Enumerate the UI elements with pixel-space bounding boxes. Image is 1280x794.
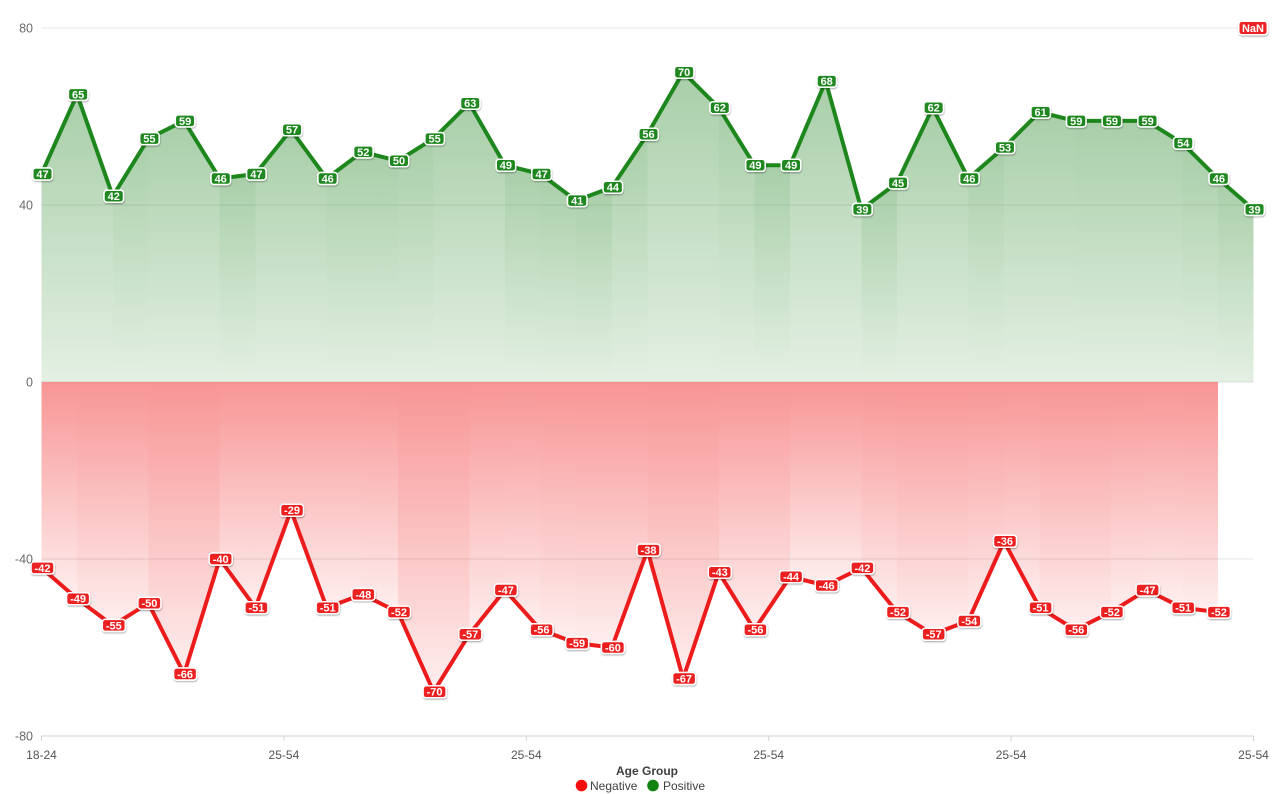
svg-text:-56: -56 <box>534 625 550 637</box>
svg-text:-57: -57 <box>462 629 478 641</box>
svg-text:49: 49 <box>500 160 512 172</box>
svg-text:39: 39 <box>1248 204 1260 216</box>
svg-text:-43: -43 <box>712 567 728 579</box>
svg-text:-55: -55 <box>106 620 122 632</box>
svg-text:18-24: 18-24 <box>26 748 57 762</box>
svg-text:-52: -52 <box>890 607 906 619</box>
svg-text:NaN: NaN <box>1242 23 1264 35</box>
svg-text:-50: -50 <box>141 598 157 610</box>
svg-text:-51: -51 <box>248 603 264 615</box>
svg-text:25-54: 25-54 <box>511 748 542 762</box>
svg-text:61: 61 <box>1034 107 1046 119</box>
svg-text:Negative: Negative <box>590 779 638 793</box>
svg-text:63: 63 <box>464 98 476 110</box>
svg-text:41: 41 <box>571 196 583 208</box>
svg-text:62: 62 <box>928 103 940 115</box>
svg-text:-66: -66 <box>177 669 193 681</box>
svg-text:-57: -57 <box>926 629 942 641</box>
svg-text:47: 47 <box>250 169 262 181</box>
svg-text:-47: -47 <box>498 585 514 597</box>
svg-text:50: 50 <box>393 156 405 168</box>
svg-text:-80: -80 <box>15 730 33 744</box>
svg-text:49: 49 <box>785 160 797 172</box>
svg-text:70: 70 <box>678 67 690 79</box>
svg-text:-70: -70 <box>427 687 443 699</box>
svg-text:-56: -56 <box>747 625 763 637</box>
svg-text:-52: -52 <box>391 607 407 619</box>
svg-text:-60: -60 <box>605 642 621 654</box>
svg-text:-44: -44 <box>783 572 800 584</box>
svg-text:52: 52 <box>357 147 369 159</box>
svg-text:-59: -59 <box>569 638 585 650</box>
svg-text:57: 57 <box>286 125 298 137</box>
svg-text:-54: -54 <box>961 616 978 628</box>
svg-text:59: 59 <box>1070 116 1082 128</box>
svg-text:-52: -52 <box>1211 607 1227 619</box>
svg-text:-56: -56 <box>1068 625 1084 637</box>
svg-text:59: 59 <box>1141 116 1153 128</box>
svg-text:-38: -38 <box>641 545 657 557</box>
svg-text:-42: -42 <box>854 563 870 575</box>
svg-text:46: 46 <box>963 173 975 185</box>
svg-text:56: 56 <box>642 129 654 141</box>
svg-text:46: 46 <box>322 173 334 185</box>
svg-text:-49: -49 <box>70 594 86 606</box>
svg-text:0: 0 <box>26 376 33 390</box>
svg-text:-52: -52 <box>1104 607 1120 619</box>
svg-text:-51: -51 <box>1175 603 1191 615</box>
svg-text:-46: -46 <box>819 580 835 592</box>
svg-text:-40: -40 <box>213 554 229 566</box>
svg-text:42: 42 <box>108 191 120 203</box>
svg-text:55: 55 <box>428 134 440 146</box>
svg-text:25-54: 25-54 <box>269 748 300 762</box>
svg-text:65: 65 <box>72 89 84 101</box>
svg-text:49: 49 <box>749 160 761 172</box>
svg-text:-51: -51 <box>320 603 336 615</box>
svg-text:-40: -40 <box>15 553 33 567</box>
svg-text:25-54: 25-54 <box>996 748 1027 762</box>
svg-text:46: 46 <box>1213 173 1225 185</box>
svg-text:-48: -48 <box>355 589 371 601</box>
svg-text:-67: -67 <box>676 673 692 685</box>
svg-text:54: 54 <box>1177 138 1190 150</box>
svg-text:-36: -36 <box>997 536 1013 548</box>
svg-text:53: 53 <box>999 142 1011 154</box>
svg-text:47: 47 <box>535 169 547 181</box>
svg-text:Positive: Positive <box>663 779 705 793</box>
svg-text:68: 68 <box>821 76 833 88</box>
svg-text:44: 44 <box>607 182 620 194</box>
svg-text:-51: -51 <box>1033 603 1049 615</box>
svg-text:-42: -42 <box>35 563 51 575</box>
svg-text:62: 62 <box>714 103 726 115</box>
svg-text:47: 47 <box>36 169 48 181</box>
svg-text:40: 40 <box>19 199 33 213</box>
svg-text:25-54: 25-54 <box>1238 748 1269 762</box>
svg-text:39: 39 <box>856 204 868 216</box>
svg-text:Age Group: Age Group <box>616 764 678 778</box>
svg-text:59: 59 <box>179 116 191 128</box>
svg-text:59: 59 <box>1106 116 1118 128</box>
svg-text:45: 45 <box>892 178 904 190</box>
svg-text:-47: -47 <box>1140 585 1156 597</box>
svg-text:46: 46 <box>215 173 227 185</box>
svg-text:80: 80 <box>19 22 33 36</box>
svg-text:-29: -29 <box>284 505 300 517</box>
svg-text:55: 55 <box>143 134 155 146</box>
svg-text:25-54: 25-54 <box>753 748 784 762</box>
